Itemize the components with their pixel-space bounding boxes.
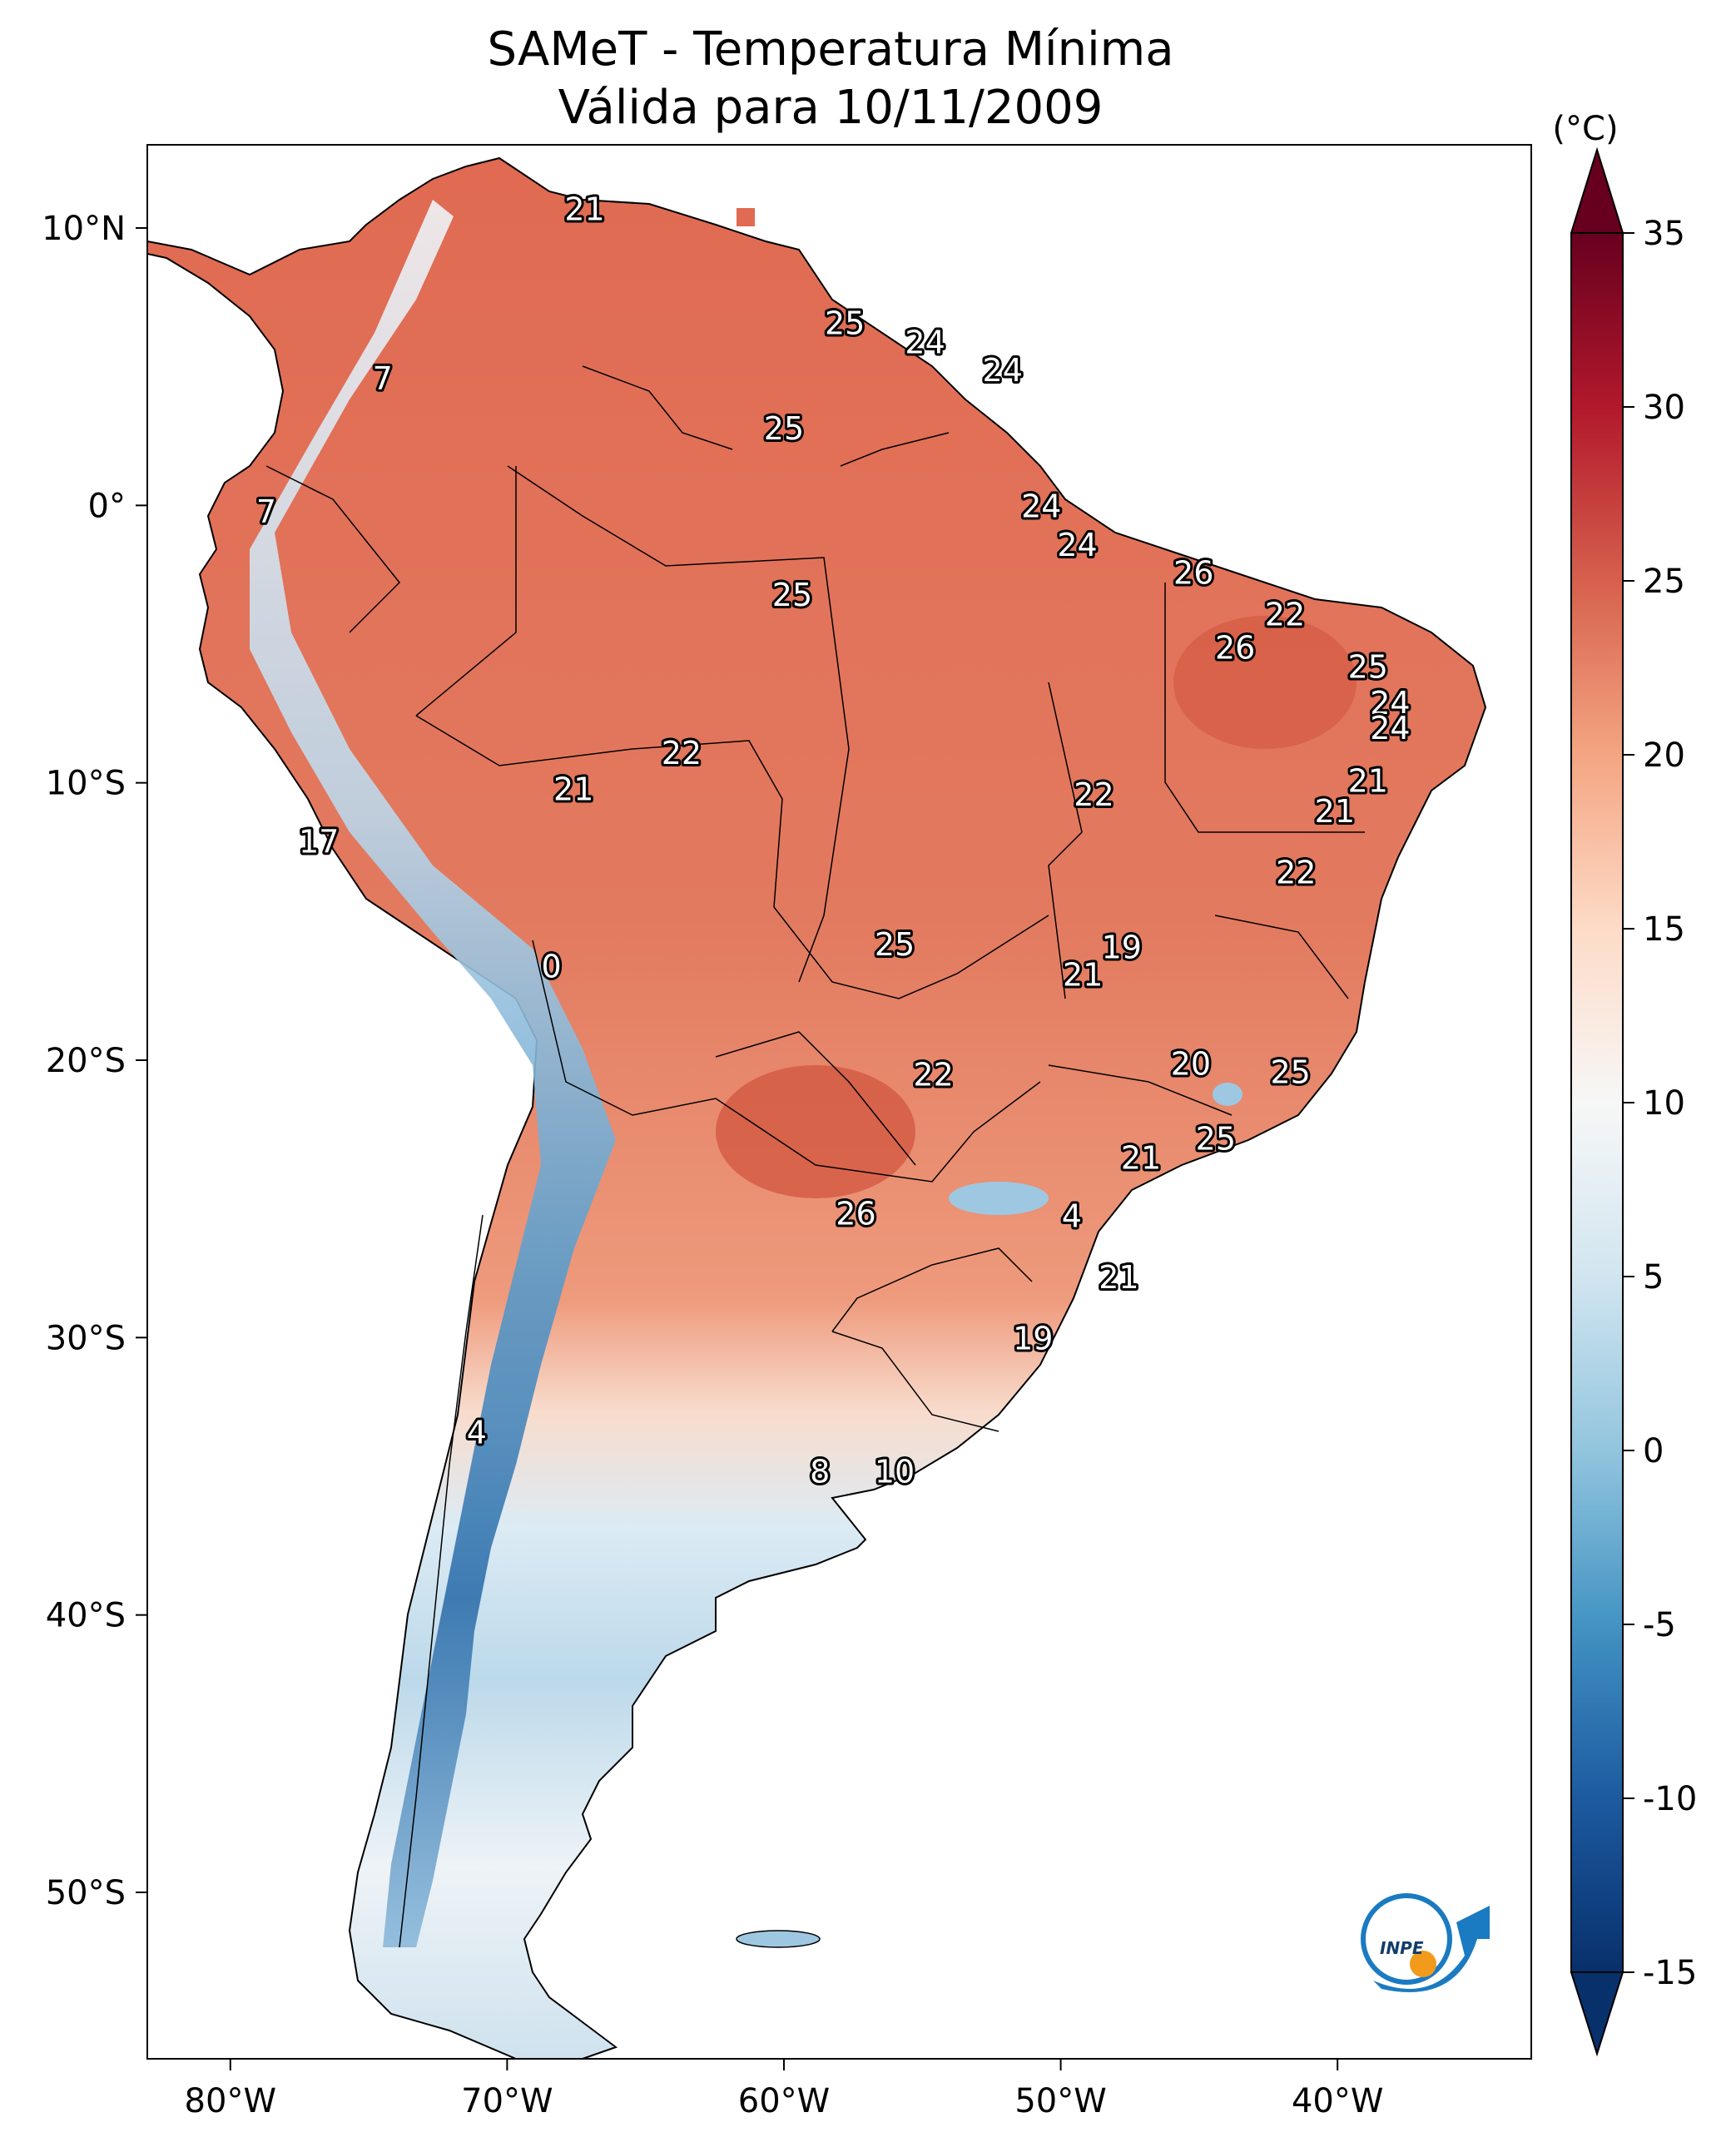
temperature-label: 22 — [1265, 596, 1305, 632]
colorbar-unit-label: (°C) — [1552, 110, 1618, 148]
logo-orange-dot — [1410, 1951, 1436, 1977]
colorbar-ticks: 35 30 25 20 15 10 5 0 -5 -10 -15 — [1623, 215, 1697, 1992]
lat-tick-label: 30°S — [46, 1319, 126, 1357]
colorbar-body — [1570, 232, 1624, 1973]
lat-tick-label: 50°S — [46, 1874, 126, 1912]
temperature-label: 25 — [764, 410, 804, 447]
temperature-label: 21 — [1348, 762, 1388, 799]
colorbar-tick-label: 20 — [1643, 736, 1685, 775]
temperature-label: 24 — [1057, 527, 1097, 563]
title-line1: SAMeT - Temperatura Mínima — [487, 22, 1173, 77]
temperature-label: 22 — [913, 1057, 953, 1093]
lat-tick-label: 0° — [88, 487, 126, 525]
temperature-label: 21 — [564, 191, 604, 228]
colorbar-bottom-arrow — [1570, 1971, 1624, 2057]
temperature-label: 0 — [542, 949, 562, 985]
temperature-label: 25 — [825, 305, 865, 341]
temperature-label: 26 — [836, 1195, 875, 1232]
temperature-label: 25 — [875, 926, 915, 963]
warm-core-northeast — [1173, 616, 1357, 749]
temperature-label: 19 — [1013, 1320, 1053, 1356]
colorbar-tick-label: 25 — [1643, 563, 1685, 601]
latitude-axis: 10°N 0° 10°S 20°S 30°S 40°S 50°S — [42, 210, 147, 1912]
colorbar-tick-label: -10 — [1643, 1780, 1697, 1818]
colorbar-tick-label: 35 — [1643, 215, 1685, 253]
lat-tick-label: 40°S — [46, 1597, 126, 1635]
temperature-label: 24 — [1370, 685, 1410, 721]
colorbar: (°C) 35 30 25 20 15 10 5 0 -5 -10 -15 — [1552, 110, 1697, 2057]
temperature-label: 4 — [467, 1415, 487, 1451]
colorbar-tick-label: 10 — [1643, 1084, 1685, 1123]
colorbar-top-arrow — [1570, 146, 1624, 234]
lon-tick-label: 80°W — [185, 2082, 276, 2120]
temperature-label: 22 — [662, 735, 702, 771]
map-area — [147, 145, 1531, 2059]
longitude-axis: 80°W 70°W 60°W 50°W 40°W — [185, 2059, 1383, 2120]
lat-tick-label: 10°N — [42, 210, 126, 248]
cold-patch-minas — [1213, 1083, 1242, 1106]
logo-arrow-icon — [1373, 1906, 1490, 1992]
temperature-label: 25 — [1270, 1054, 1310, 1090]
temperature-label: 4 — [1062, 1198, 1082, 1235]
temperature-label: 7 — [256, 493, 276, 530]
title-line2: Válida para 10/11/2009 — [558, 81, 1104, 135]
colorbar-tick-label: -15 — [1643, 1954, 1697, 1992]
temperature-label: 8 — [810, 1453, 830, 1490]
inpe-logo: INPE — [1361, 1893, 1490, 1992]
temperature-label: 22 — [1074, 776, 1114, 813]
temperature-label: 7 — [373, 360, 393, 397]
temperature-label: 21 — [553, 771, 593, 807]
temperature-label: 26 — [1215, 629, 1255, 666]
country-borders — [265, 365, 1365, 1948]
colorbar-tick-label: -5 — [1643, 1606, 1676, 1644]
temperature-label: 25 — [1196, 1120, 1236, 1157]
lat-tick-label: 20°S — [46, 1042, 126, 1080]
lon-tick-label: 40°W — [1292, 2082, 1383, 2120]
map-frame — [146, 144, 1532, 2060]
warm-core-paraguay — [716, 1065, 915, 1198]
temperature-label: 24 — [905, 325, 945, 361]
colorbar-tick-label: 15 — [1643, 910, 1685, 949]
temperature-label: 26 — [1173, 554, 1213, 591]
trinidad-island — [737, 208, 755, 226]
temperature-label: 21 — [1121, 1140, 1161, 1177]
temperature-label: 19 — [1102, 929, 1142, 965]
temperature-label: 20 — [1171, 1045, 1211, 1082]
temperature-label: 22 — [1276, 854, 1316, 890]
temperature-label: 17 — [299, 824, 339, 860]
lon-tick-label: 50°W — [1014, 2082, 1106, 2120]
colorbar-tick-label: 0 — [1643, 1432, 1664, 1470]
logo-ring — [1361, 1893, 1452, 1985]
lon-tick-label: 70°W — [461, 2082, 553, 2120]
andes-cold-band — [250, 200, 616, 1947]
lat-tick-label: 10°S — [46, 765, 126, 803]
temperature-label: 25 — [1348, 649, 1388, 686]
temperature-label: 21 — [1099, 1259, 1138, 1296]
temperature-label: 24 — [1370, 710, 1410, 746]
falkland-islands — [736, 1930, 821, 1948]
colorbar-tick-label: 5 — [1643, 1258, 1664, 1297]
temperature-label: 24 — [983, 352, 1023, 389]
cold-patch-south-brazil — [949, 1182, 1049, 1215]
logo-text: INPE — [1380, 1938, 1424, 1958]
temperature-label: 21 — [1315, 793, 1355, 830]
temperature-label: 24 — [1021, 488, 1061, 524]
temperature-label: 21 — [1063, 957, 1103, 994]
lon-tick-label: 60°W — [738, 2082, 830, 2120]
temperature-label: 25 — [772, 577, 812, 613]
temperature-label: 10 — [875, 1453, 915, 1490]
colorbar-tick-label: 30 — [1643, 389, 1685, 427]
